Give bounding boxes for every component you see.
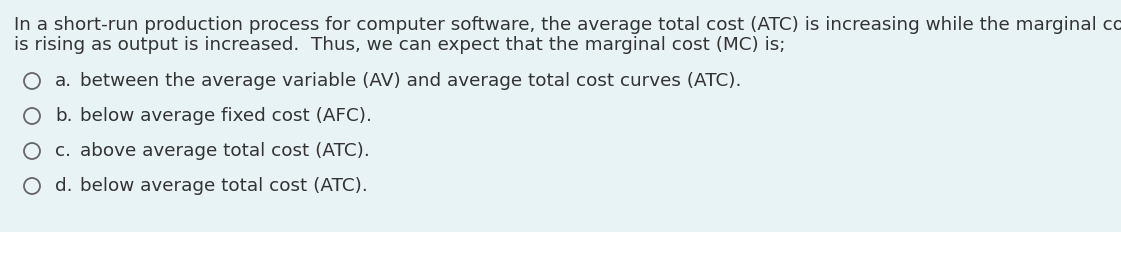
Text: In a short-run production process for computer software, the average total cost : In a short-run production process for co… [13, 16, 1121, 34]
Text: b.: b. [55, 107, 73, 125]
Text: d.: d. [55, 177, 73, 195]
Text: between the average variable (AV) and average total cost curves (ATC).: between the average variable (AV) and av… [80, 72, 741, 90]
Text: is rising as output is increased.  Thus, we can expect that the marginal cost (M: is rising as output is increased. Thus, … [13, 36, 786, 54]
Bar [0, 232, 1121, 264]
Text: a.: a. [55, 72, 72, 90]
Text: above average total cost (ATC).: above average total cost (ATC). [80, 142, 370, 160]
Text: below average total cost (ATC).: below average total cost (ATC). [80, 177, 368, 195]
Text: below average fixed cost (AFC).: below average fixed cost (AFC). [80, 107, 372, 125]
Text: c.: c. [55, 142, 71, 160]
